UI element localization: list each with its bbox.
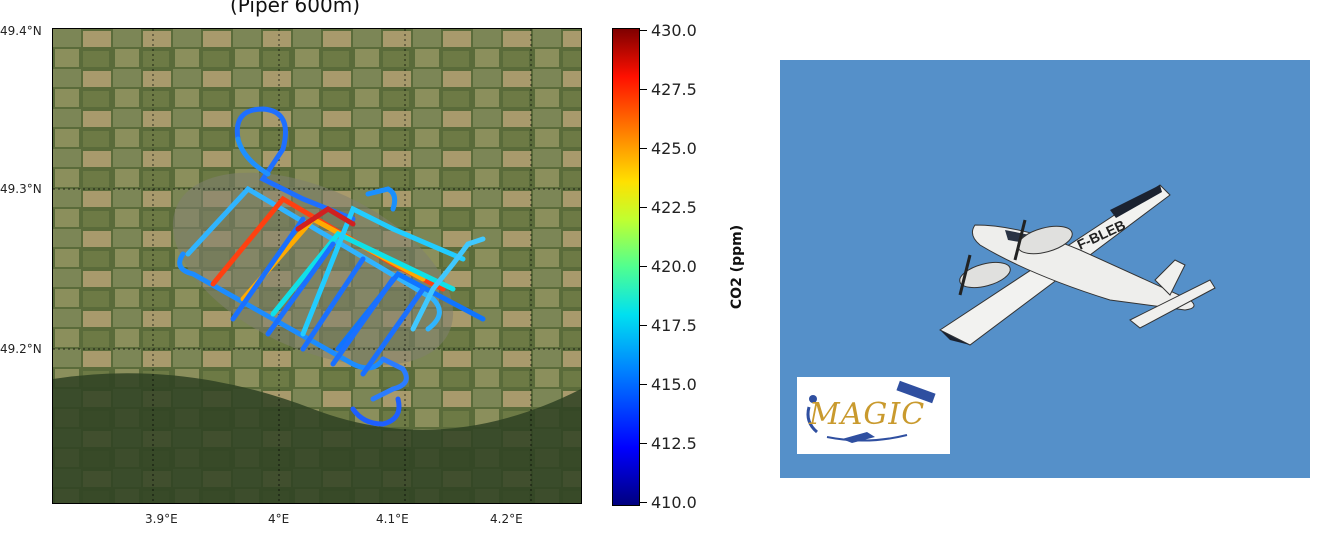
engine-left <box>959 261 1011 289</box>
colorbar-label-415: 415.0 <box>651 375 697 394</box>
colorbar-tick <box>639 502 647 503</box>
colorbar-tick <box>639 266 647 267</box>
magic-logo: MAGIC <box>797 377 950 454</box>
colorbar-label-410: 410.0 <box>651 493 697 512</box>
satellite-map <box>52 28 582 504</box>
colorbar-tick <box>639 384 647 385</box>
forest-area <box>53 373 581 503</box>
flight-track <box>177 106 486 427</box>
lon-label-4: 4°E <box>268 512 290 526</box>
logo-text: MAGIC <box>809 397 926 432</box>
lon-label-4-2: 4.2°E <box>490 512 523 526</box>
logo-graphic <box>806 380 936 443</box>
colorbar-label-412-5: 412.5 <box>651 434 697 453</box>
lat-label-49-3: 49.3°N <box>0 182 42 196</box>
co2-colorbar <box>612 28 640 506</box>
lat-label-49-4: 49.4°N <box>0 24 42 38</box>
lon-label-3-9: 3.9°E <box>145 512 178 526</box>
colorbar-label-430: 430.0 <box>651 21 697 40</box>
colorbar-tick <box>639 30 647 31</box>
colorbar-tick <box>639 148 647 149</box>
colorbar-label-427-5: 427.5 <box>651 80 697 99</box>
colorbar-label-420: 420.0 <box>651 257 697 276</box>
map-gridlines <box>53 29 581 503</box>
colorbar-tick <box>639 325 647 326</box>
map-canvas <box>53 29 581 503</box>
map-title: (Piper 600m) <box>230 0 361 17</box>
lat-label-49-2: 49.2°N <box>0 342 42 356</box>
colorbar-tick <box>639 207 647 208</box>
colorbar-label-417-5: 417.5 <box>651 316 697 335</box>
colorbar-label-425: 425.0 <box>651 139 697 158</box>
colorbar-tick <box>639 443 647 444</box>
lon-label-4-1: 4.1°E <box>376 512 409 526</box>
colorbar-label-422-5: 422.5 <box>651 198 697 217</box>
colorbar-tick <box>639 89 647 90</box>
colorbar-title: CO2 (ppm) <box>729 224 745 310</box>
